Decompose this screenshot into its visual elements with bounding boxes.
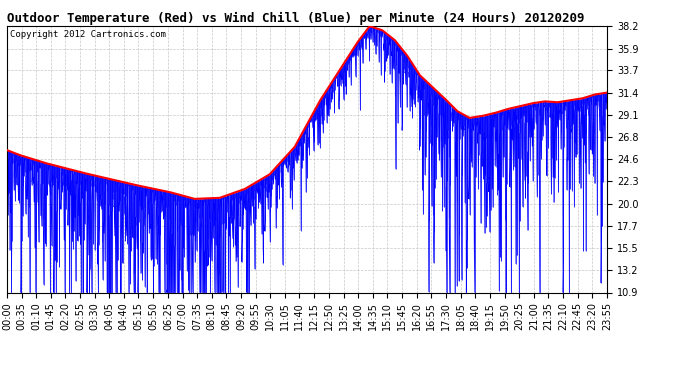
Text: Outdoor Temperature (Red) vs Wind Chill (Blue) per Minute (24 Hours) 20120209: Outdoor Temperature (Red) vs Wind Chill … [7, 12, 584, 25]
Text: Copyright 2012 Cartronics.com: Copyright 2012 Cartronics.com [10, 30, 166, 39]
